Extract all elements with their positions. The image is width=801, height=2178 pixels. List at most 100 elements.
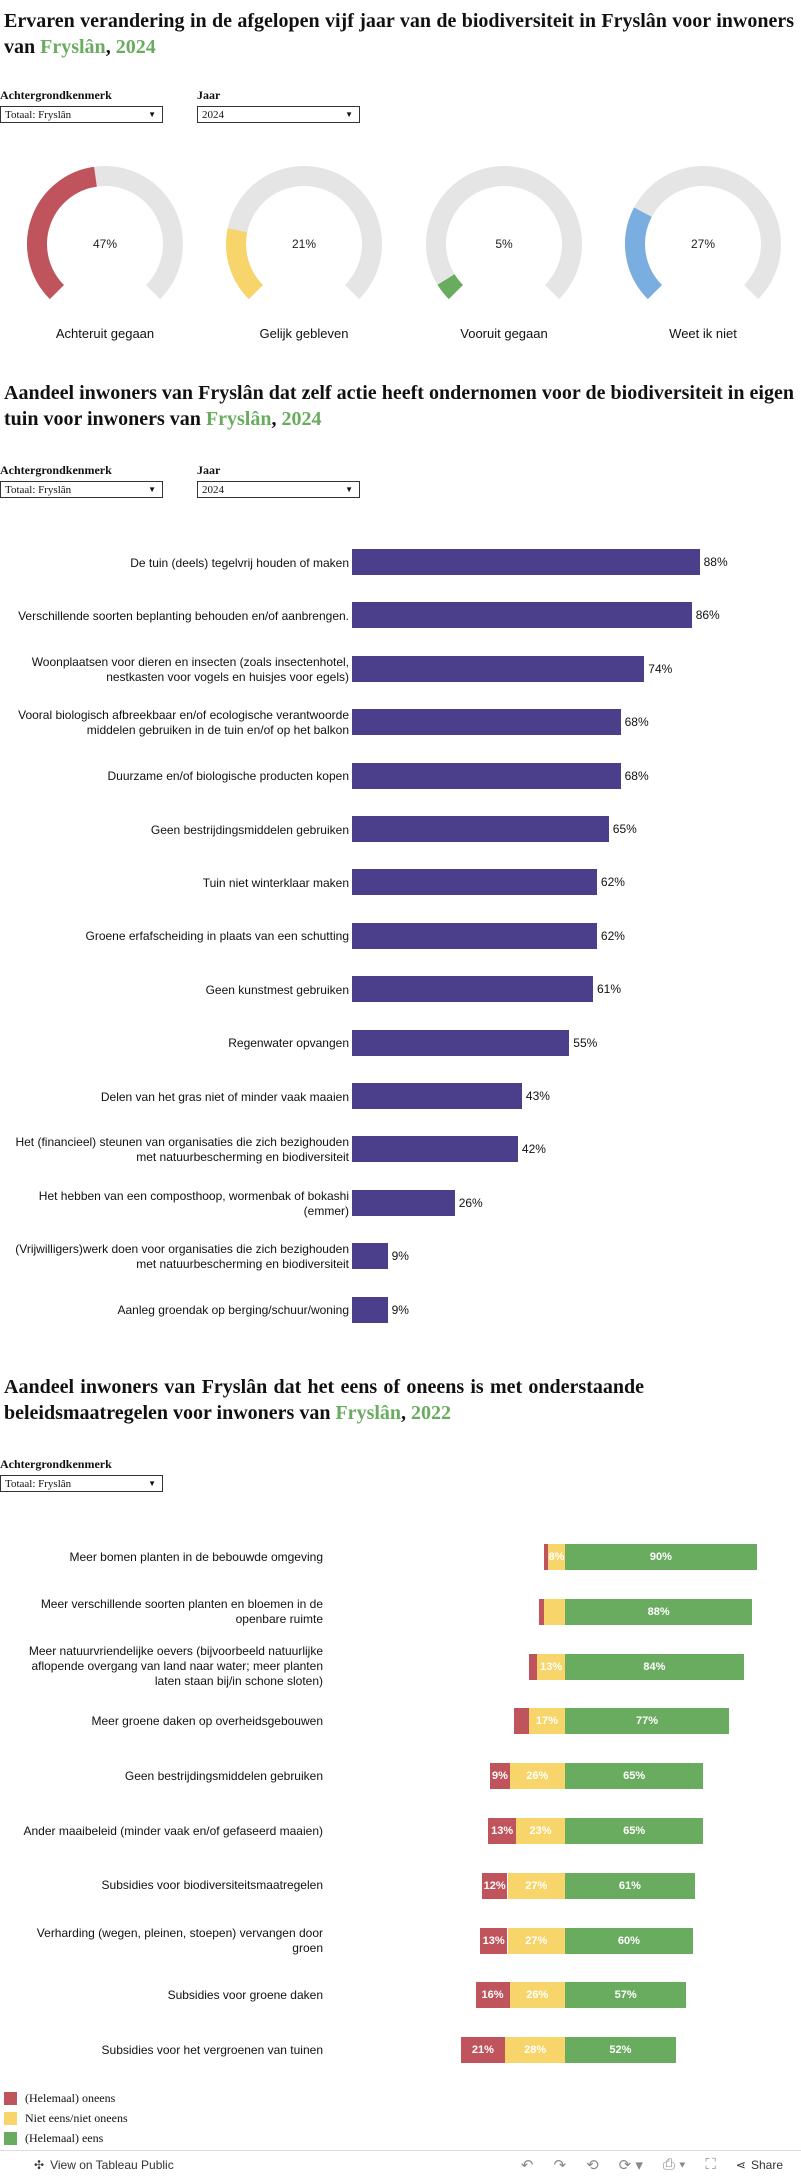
- bar-value-label: 88%: [703, 555, 728, 569]
- gauge-value-arc[interactable]: [226, 228, 264, 300]
- segment-oneens[interactable]: [539, 1598, 544, 1625]
- diverging-category-label: Meer natuurvriendelijke oevers (bijvoorb…: [28, 1644, 323, 1689]
- segment-neutraal[interactable]: 27%: [507, 1927, 565, 1954]
- share-button[interactable]: ⋖ Share: [736, 2158, 783, 2172]
- bar-row: Geen kunstmest gebruiken 61%: [0, 976, 801, 1004]
- title-separator: ,: [401, 1402, 412, 1424]
- bar[interactable]: [352, 602, 692, 629]
- bar[interactable]: [352, 816, 609, 842]
- download-icon[interactable]: ⎙ ▾: [662, 2156, 686, 2173]
- bar[interactable]: [352, 1296, 388, 1323]
- segment-neutraal[interactable]: 26%: [509, 1763, 565, 1790]
- gauge-track: [426, 166, 582, 300]
- bar-value-label: 9%: [391, 1302, 409, 1317]
- dropdown-value: Totaal: Fryslân: [5, 483, 72, 496]
- gauge: 47% Achteruit gegaan: [20, 164, 190, 341]
- bar-row: Woonplaatsen voor dieren en insecten (zo…: [0, 655, 801, 684]
- gauge-svg: 21%: [226, 166, 382, 300]
- gauge-value-arc[interactable]: [625, 207, 663, 300]
- segment-neutraal[interactable]: 13%: [537, 1653, 565, 1680]
- bar-row: Vooral biologisch afbreekbaar en/of ecol…: [0, 708, 801, 737]
- segment-oneens[interactable]: [513, 1708, 529, 1735]
- revert-icon[interactable]: ⟲: [586, 2156, 599, 2174]
- segment-eens[interactable]: 52%: [565, 2037, 676, 2064]
- segment-eens[interactable]: 65%: [565, 1818, 704, 1844]
- segment-oneens[interactable]: [528, 1653, 538, 1680]
- segment-eens[interactable]: 84%: [565, 1653, 744, 1680]
- refresh-dropdown-icon[interactable]: ⟳ ▾: [618, 2156, 643, 2174]
- filter-achtergrondkenmerk-3: Achtergrondkenmerk Totaal: Fryslân ▼: [0, 1457, 163, 1492]
- bar-category-label: De tuin (deels) tegelvrij houden of make…: [130, 555, 349, 570]
- jaar-dropdown[interactable]: 2024 ▼: [197, 481, 360, 498]
- redo-icon[interactable]: ↷: [553, 2156, 567, 2174]
- legend-label: (Helemaal) eens: [25, 2130, 104, 2145]
- segment-neutraal[interactable]: 17%: [528, 1708, 565, 1735]
- segment-eens[interactable]: 90%: [565, 1544, 757, 1570]
- gauge-value-label: 27%: [691, 237, 715, 251]
- bar[interactable]: [352, 1189, 455, 1216]
- bar[interactable]: [352, 1083, 522, 1109]
- segment-eens[interactable]: 57%: [565, 1982, 687, 2009]
- gauge-value-label: 21%: [292, 237, 316, 251]
- diverging-category-label: Meer bomen planten in de bebouwde omgevi…: [69, 1549, 323, 1564]
- segment-oneens[interactable]: 12%: [481, 1872, 508, 1899]
- segment-oneens[interactable]: 16%: [475, 1982, 510, 2009]
- bar[interactable]: [352, 1029, 570, 1056]
- bar-value-label: 62%: [600, 928, 625, 943]
- segment-neutraal[interactable]: 27%: [507, 1872, 565, 1899]
- segment-oneens[interactable]: 9%: [490, 1763, 510, 1790]
- jaar-dropdown[interactable]: 2024 ▼: [197, 106, 360, 123]
- segment-oneens[interactable]: [543, 1544, 548, 1570]
- segment-eens[interactable]: 77%: [565, 1708, 729, 1735]
- fullscreen-icon[interactable]: ⛶: [705, 2156, 716, 2173]
- title-separator: ,: [105, 36, 116, 58]
- bar[interactable]: [352, 762, 621, 789]
- undo-icon[interactable]: ↶: [520, 2156, 534, 2174]
- section1-title: Ervaren verandering in de afgelopen vijf…: [4, 8, 794, 60]
- gauge-value-arc[interactable]: [437, 274, 464, 300]
- segment-eens[interactable]: 65%: [565, 1763, 704, 1790]
- segment-eens[interactable]: 61%: [565, 1872, 695, 1899]
- bar-value-label: 55%: [573, 1035, 598, 1050]
- achtergrondkenmerk-dropdown[interactable]: Totaal: Fryslân ▼: [0, 106, 163, 123]
- segment-eens[interactable]: 88%: [565, 1598, 753, 1625]
- bar-row: (Vrijwilligers)werk doen voor organisati…: [0, 1242, 801, 1272]
- bar[interactable]: [352, 709, 621, 736]
- diverging-row: Meer natuurvriendelijke oevers (bijvoorb…: [0, 1644, 801, 1689]
- legend-item-oneens[interactable]: (Helemaal) oneens: [4, 2088, 128, 2108]
- bar[interactable]: [352, 655, 645, 682]
- gauge-value-arc[interactable]: [27, 166, 98, 300]
- view-on-tableau-label: View on Tableau Public: [50, 2157, 174, 2172]
- bar-category-label: (Vrijwilligers)werk doen voor organisati…: [15, 1242, 349, 1272]
- gauge: 21% Gelijk gebleven: [219, 164, 389, 341]
- dropdown-value: Totaal: Fryslân: [5, 1477, 72, 1490]
- bar-category-label: Het hebben van een composthoop, wormenba…: [38, 1188, 349, 1218]
- bar-value-label: 65%: [612, 822, 637, 836]
- bar[interactable]: [352, 976, 593, 1003]
- bar[interactable]: [352, 1136, 518, 1163]
- segment-oneens[interactable]: 13%: [488, 1818, 516, 1844]
- view-on-tableau-link[interactable]: ✣ View on Tableau Public: [34, 2158, 174, 2172]
- segment-oneens[interactable]: 13%: [479, 1927, 508, 1954]
- bar-value-label: 61%: [597, 982, 622, 997]
- segment-neutraal[interactable]: 28%: [505, 2037, 565, 2064]
- legend-item-eens[interactable]: (Helemaal) eens: [4, 2128, 128, 2148]
- achtergrondkenmerk-dropdown[interactable]: Totaal: Fryslân ▼: [0, 1475, 163, 1492]
- bar[interactable]: [352, 549, 700, 575]
- segment-neutraal[interactable]: 8%: [548, 1544, 565, 1570]
- bar[interactable]: [352, 1243, 388, 1270]
- diverging-row: Meer groene daken op overheidsgebouwen 17…: [0, 1707, 801, 1735]
- achtergrondkenmerk-dropdown[interactable]: Totaal: Fryslân ▼: [0, 481, 163, 498]
- legend-label: Niet eens/niet oneens: [25, 2110, 128, 2125]
- segment-neutraal[interactable]: 23%: [516, 1818, 565, 1844]
- gauge-track: [625, 166, 781, 300]
- bar[interactable]: [352, 869, 597, 896]
- caret-down-icon: ▼: [148, 485, 156, 494]
- bar-category-label: Aanleg groendak op berging/schuur/woning: [117, 1303, 350, 1318]
- legend-item-neutraal[interactable]: Niet eens/niet oneens: [4, 2108, 128, 2128]
- segment-oneens[interactable]: 21%: [460, 2037, 506, 2064]
- segment-eens[interactable]: 60%: [565, 1927, 693, 1954]
- segment-neutraal[interactable]: [543, 1598, 565, 1625]
- segment-neutraal[interactable]: 26%: [509, 1982, 565, 2009]
- bar[interactable]: [352, 922, 597, 949]
